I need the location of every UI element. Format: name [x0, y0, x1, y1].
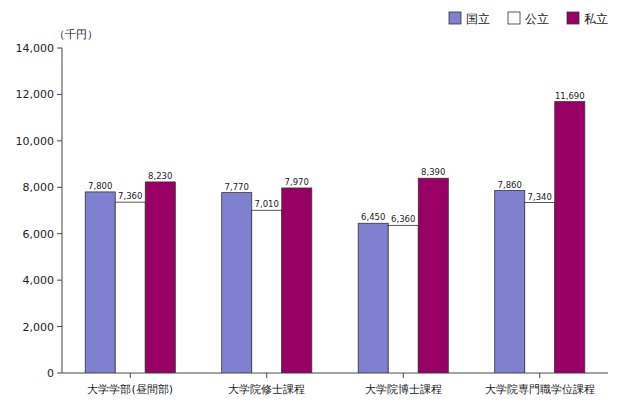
- legend-swatch: [508, 12, 520, 24]
- bars: [85, 102, 585, 373]
- chart: 0 2,000 4,000 6,000 8,000 10,000 12,000 14,000（…: [0, 0, 624, 413]
- y-tick-label: 10,000: [16, 135, 55, 148]
- bar: [525, 203, 555, 373]
- legend: 国立 公立 私立: [449, 12, 608, 26]
- data-label: 7,800: [88, 181, 112, 191]
- bar: [358, 223, 388, 373]
- legend-item: 公立: [508, 12, 549, 26]
- data-label: 6,360: [391, 214, 415, 224]
- y-tick: [57, 140, 62, 141]
- y-axis-label: （千円）: [54, 28, 98, 41]
- bar: [145, 182, 175, 373]
- y-tick: [57, 233, 62, 234]
- y-tick-label: 12,000: [16, 88, 55, 101]
- bar: [115, 202, 145, 373]
- y-tick-label: 0: [47, 367, 54, 380]
- y-axis: 0 2,000 4,000 6,000 8,000 10,000 12,000 14,000: [16, 42, 63, 380]
- legend-label: 国立: [466, 12, 490, 26]
- legend-swatch: [449, 12, 461, 24]
- legend-label: 私立: [584, 12, 608, 26]
- bar: [222, 193, 252, 373]
- x-tick: [403, 373, 404, 378]
- legend-item: 私立: [567, 12, 608, 26]
- bar: [388, 225, 418, 373]
- y-tick: [57, 373, 62, 374]
- x-tick-label: 大学学部(昼間部): [87, 383, 173, 396]
- data-label: 7,360: [118, 191, 142, 201]
- y-tick-label: 14,000: [16, 42, 55, 55]
- legend-label: 公立: [525, 12, 549, 26]
- y-tick: [57, 187, 62, 188]
- y-tick-label: 6,000: [23, 228, 55, 241]
- x-tick: [130, 373, 131, 378]
- data-label: 8,390: [421, 167, 445, 177]
- x-tick: [539, 373, 540, 378]
- y-tick: [57, 48, 62, 49]
- bar: [555, 102, 585, 373]
- data-label: 7,860: [498, 180, 522, 190]
- bar: [418, 178, 448, 373]
- data-label: 8,230: [148, 171, 172, 181]
- y-axis-line: [62, 48, 63, 373]
- x-tick-label: 大学院専門職学位課程: [485, 383, 595, 396]
- y-tick: [57, 94, 62, 95]
- data-label: 7,340: [528, 192, 552, 202]
- data-label: 6,450: [361, 212, 385, 222]
- legend-swatch: [567, 12, 579, 24]
- x-tick-label: 大学院修士課程: [228, 383, 305, 396]
- y-tick-label: 2,000: [23, 321, 55, 334]
- chart-container: 0 2,000 4,000 6,000 8,000 10,000 12,000 14,000（…: [0, 0, 624, 413]
- x-tick: [266, 373, 267, 378]
- y-tick-label: 4,000: [23, 274, 55, 287]
- x-axis: 大学学部(昼間部) 大学院修士課程 大学院博士課程 大学院専門職学位課程: [62, 373, 608, 396]
- data-labels: 7,800 7,770 6,450 7,860 7,360 7,010 6,360 7,340…: [88, 91, 585, 225]
- x-tick-label: 大学院博士課程: [365, 383, 442, 396]
- bar: [252, 210, 282, 373]
- data-label: 7,010: [255, 199, 279, 209]
- bar: [282, 188, 312, 373]
- y-tick-label: 8,000: [23, 181, 55, 194]
- data-label: 11,690: [555, 91, 585, 101]
- data-label: 7,970: [285, 177, 309, 187]
- bar: [85, 192, 115, 373]
- y-tick: [57, 280, 62, 281]
- data-label: 7,770: [225, 182, 249, 192]
- bar: [495, 191, 525, 373]
- legend-item: 国立: [449, 12, 490, 26]
- y-tick: [57, 326, 62, 327]
